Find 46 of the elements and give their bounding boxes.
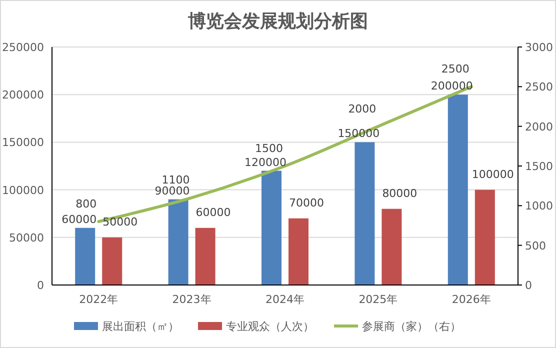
y2-tick-label: 2000 (525, 120, 553, 134)
data-label: 2500 (441, 62, 470, 76)
bar (102, 237, 122, 285)
bar (75, 228, 96, 285)
x-tick-label: 2025年 (358, 293, 398, 306)
bar (168, 199, 188, 285)
bar (354, 142, 375, 285)
data-label: 50000 (102, 215, 138, 228)
y-tick-label: 50000 (9, 231, 44, 244)
y2-tick-label: 0 (525, 279, 532, 292)
data-label: 120000 (244, 156, 286, 169)
x-tick-label: 2024年 (266, 293, 304, 306)
data-label: 2000 (348, 102, 376, 116)
data-label: 200000 (430, 80, 473, 93)
data-label: 1500 (255, 142, 283, 155)
x-tick-label: 2022年 (79, 293, 118, 306)
y-tick-label: 0 (37, 279, 44, 292)
data-label: 60000 (62, 212, 97, 226)
y2-tick-label: 1500 (525, 160, 553, 173)
bar (382, 208, 402, 285)
data-label: 70000 (289, 196, 324, 210)
data-label: 90000 (154, 184, 190, 198)
chart-title: 博览会发展规划分析图 (187, 11, 368, 32)
y-tick-label: 250000 (2, 41, 44, 54)
bar (474, 190, 495, 285)
y-tick-label: 100000 (2, 184, 44, 197)
y2-tick-label: 500 (525, 239, 546, 252)
y2-tick-label: 2500 (525, 80, 553, 94)
data-label: 1100 (162, 174, 190, 187)
y-tick-label: 200000 (2, 88, 44, 102)
y-tick-label: 150000 (2, 136, 44, 150)
y2-tick-label: 1000 (525, 200, 553, 213)
data-label: 60000 (196, 206, 231, 219)
bar (262, 170, 282, 285)
x-tick-label: 2023年 (172, 293, 212, 306)
data-label: 100000 (472, 168, 514, 181)
data-label: 800 (76, 198, 97, 211)
bar (288, 218, 308, 285)
y2-tick-label: 3000 (525, 41, 553, 54)
legend-label: 展出面积（㎡） (102, 320, 179, 333)
bar (448, 94, 468, 285)
data-label: 80000 (382, 186, 418, 200)
bar (195, 228, 216, 285)
x-tick-label: 2026年 (452, 293, 491, 306)
legend-label: 参展商（家）（右） (362, 320, 461, 333)
legend-label: 专业观众（人次） (226, 320, 314, 333)
